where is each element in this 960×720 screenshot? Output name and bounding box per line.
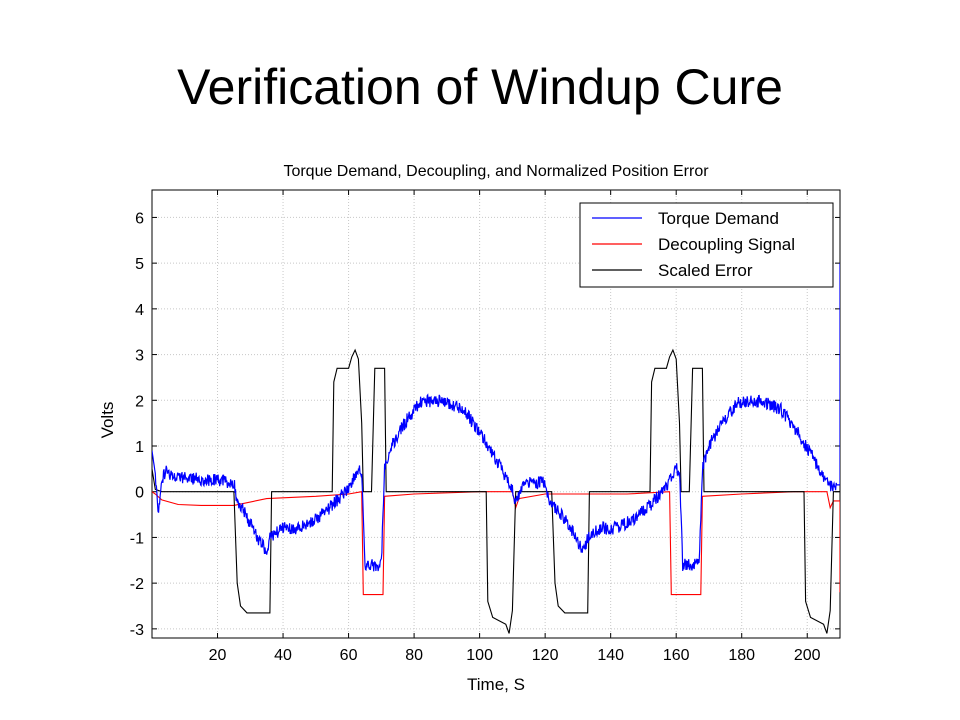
- x-tick-label: 180: [728, 647, 755, 664]
- y-tick-label: 0: [135, 485, 144, 502]
- series-line-scaled-error: [152, 348, 840, 634]
- y-tick-label: 5: [135, 256, 144, 273]
- legend: Torque Demand Decoupling Signal Scaled Err…: [579, 202, 834, 288]
- x-axis-label: Time, S: [467, 675, 525, 694]
- x-tick-label: 100: [466, 647, 493, 664]
- y-tick-label: 1: [135, 439, 144, 456]
- legend-entry: Scaled Error: [658, 261, 753, 280]
- y-tick-label: 6: [135, 210, 144, 227]
- legend-entry: Torque Demand: [658, 209, 779, 228]
- series-line-torque-demand: [152, 263, 840, 572]
- x-tick-label: 160: [663, 647, 690, 664]
- x-tick-label: 20: [209, 647, 227, 664]
- axis-ticks: 20 40 60 80 100 120 140 160 180 200 -3 -2 -1 0 1 2 3 4 5 6: [130, 190, 840, 664]
- y-tick-label: 2: [135, 393, 144, 410]
- y-tick-label: 4: [135, 302, 144, 319]
- x-tick-label: 40: [274, 647, 292, 664]
- chart-title: Torque Demand, Decoupling, and Normalize…: [283, 163, 709, 180]
- y-tick-label: 3: [135, 348, 144, 365]
- x-tick-label: 140: [597, 647, 624, 664]
- x-tick-label: 60: [340, 647, 358, 664]
- y-tick-label: -2: [130, 576, 144, 593]
- series-layer: [152, 263, 840, 634]
- x-tick-label: 120: [532, 647, 559, 664]
- slide-title: Verification of Windup Cure: [177, 59, 783, 115]
- legend-box: [579, 202, 834, 288]
- x-tick-label: 200: [794, 647, 821, 664]
- y-tick-label: -1: [130, 530, 144, 547]
- y-axis-label: Volts: [98, 402, 117, 439]
- x-tick-label: 80: [405, 647, 423, 664]
- legend-entry: Decoupling Signal: [658, 235, 795, 254]
- y-tick-label: -3: [130, 622, 144, 639]
